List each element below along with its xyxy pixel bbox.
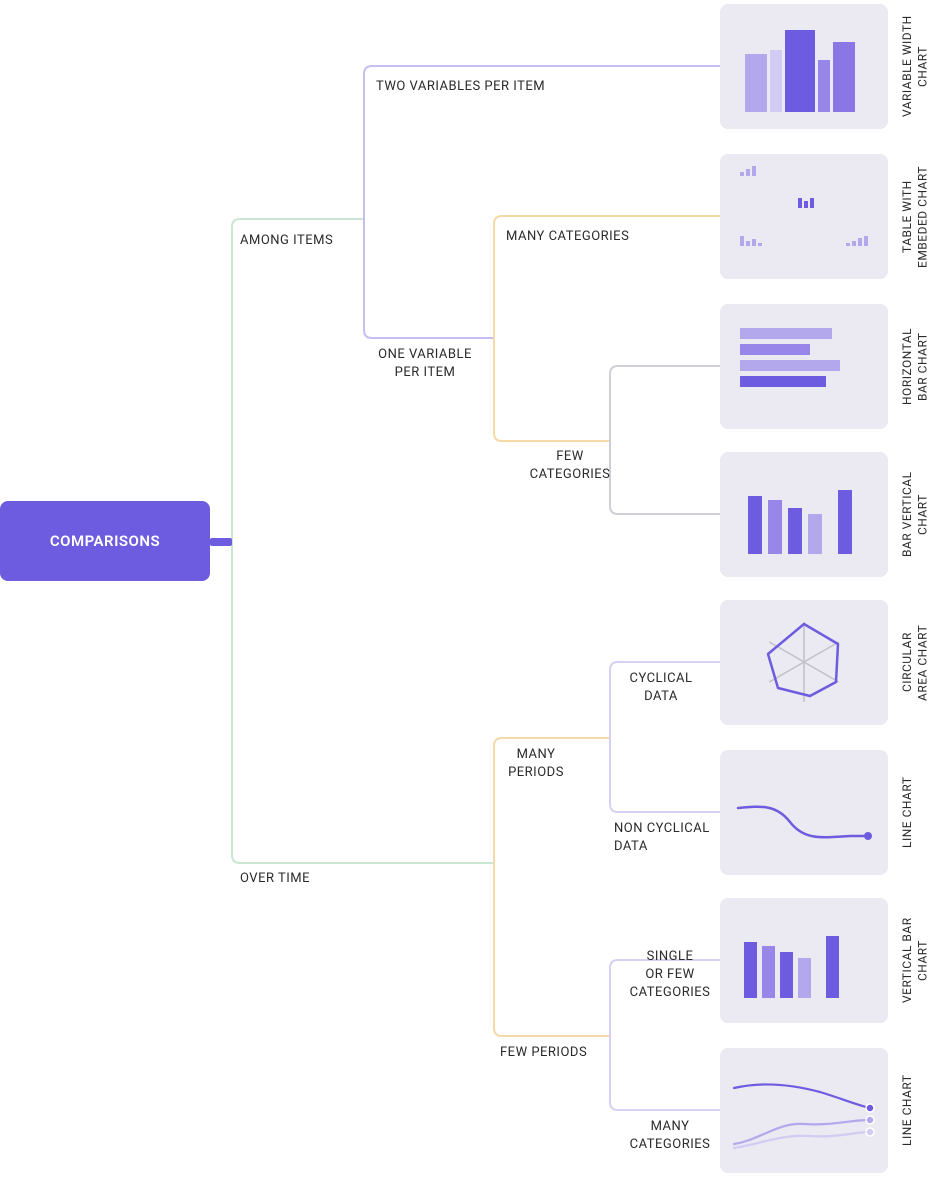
label-non-cyclical: NON CYCLICAL DATA <box>614 820 710 856</box>
card-vertical-bar <box>720 898 888 1023</box>
label-among-items: AMONG ITEMS <box>240 232 333 250</box>
root-label: COMPARISONS <box>50 532 160 550</box>
root-stub <box>210 538 232 546</box>
title-vertical-bar: VERTICAL BARCHART <box>900 898 931 1023</box>
title-circular-area: CIRCULARAREA CHART <box>900 600 931 725</box>
title-line-chart-2: LINE CHART <box>900 1048 916 1173</box>
label-many-cat2: MANY CATEGORIES <box>622 1118 718 1154</box>
card-line-chart-2 <box>720 1048 888 1173</box>
card-line-chart-1 <box>720 750 888 875</box>
label-one-var: ONE VARIABLE PER ITEM <box>370 346 480 382</box>
title-bar-vertical: BAR VERTICALCHART <box>900 452 931 577</box>
card-variable-width <box>720 4 888 129</box>
title-line-chart-1: LINE CHART <box>900 750 916 875</box>
card-bar-vertical <box>720 452 888 577</box>
card-circular-area <box>720 600 888 725</box>
label-single-few: SINGLE OR FEW CATEGORIES <box>622 948 718 1003</box>
root-comparisons: COMPARISONS <box>0 501 210 581</box>
label-many-cat: MANY CATEGORIES <box>506 228 629 246</box>
label-over-time: OVER TIME <box>240 870 310 888</box>
title-variable-width: VARIABLE WIDTHCHART <box>900 4 931 129</box>
label-two-vars: TWO VARIABLES PER ITEM <box>376 78 545 96</box>
card-horizontal-bar <box>720 304 888 429</box>
card-table-embedded <box>720 154 888 279</box>
label-cyclical: CYCLICAL DATA <box>621 670 701 706</box>
label-few-periods: FEW PERIODS <box>500 1044 587 1062</box>
title-table-embedded: TABLE WITHEMBEDED CHART <box>900 154 931 279</box>
label-many-periods: MANY PERIODS <box>496 746 576 782</box>
title-horizontal-bar: HORIZONTALBAR CHART <box>900 304 931 429</box>
label-few-cat: FEW CATEGORIES <box>522 448 618 484</box>
